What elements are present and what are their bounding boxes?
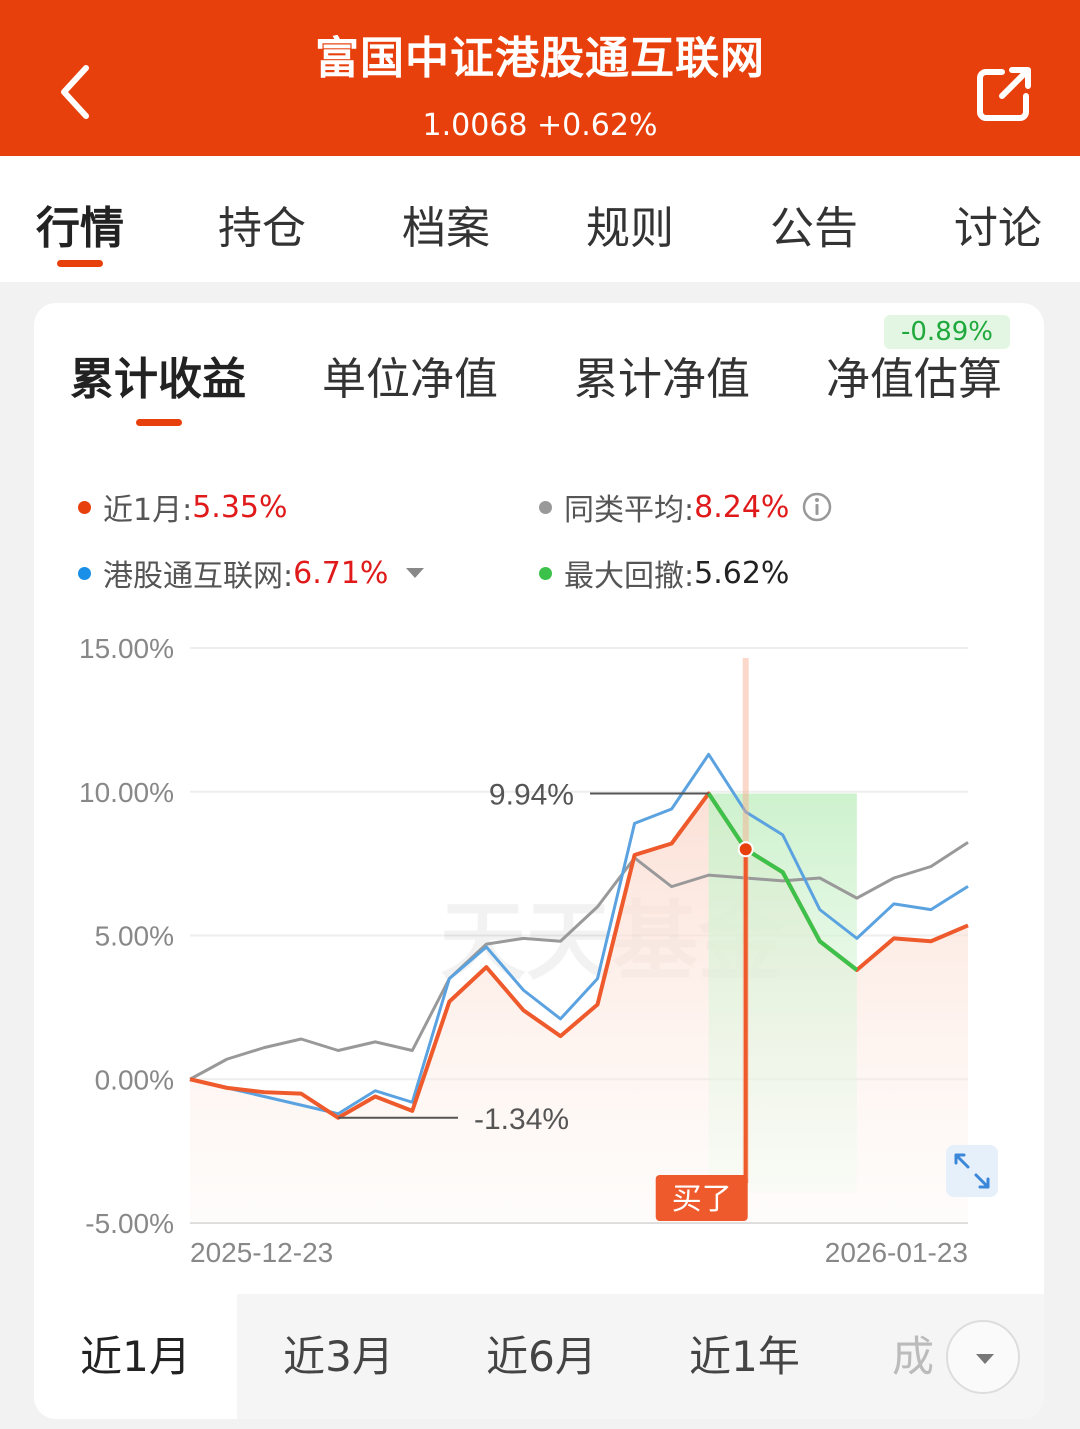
tab-profile[interactable]: 档案	[402, 203, 490, 254]
y-tick-label: 15.00%	[79, 633, 174, 664]
chevron-down-icon	[976, 1354, 994, 1364]
expand-chart-button[interactable]	[946, 1145, 998, 1197]
top-bar: 富国中证港股通互联网 1.0068 +0.62%	[0, 0, 1080, 156]
main-tabs: 行情 持仓 档案 规则 公告 讨论	[0, 156, 1080, 282]
y-tick-label: -5.00%	[85, 1208, 174, 1239]
subtab-cumulative-return[interactable]: 累计收益	[70, 354, 246, 405]
info-icon[interactable]	[801, 491, 833, 523]
y-tick-label: 0.00%	[95, 1064, 174, 1095]
subtab-unit-nav[interactable]: 单位净值	[322, 354, 498, 405]
legend-dot	[539, 500, 552, 514]
legend-fund-label: 近1月:	[103, 493, 193, 528]
tab-market[interactable]: 行情	[36, 203, 124, 254]
period-6m[interactable]: 近6月	[486, 1332, 597, 1381]
legend-drawdown-label: 最大回撤:	[564, 559, 695, 594]
tab-indicator	[57, 260, 103, 267]
chart-card: 累计收益 单位净值 累计净值 净值估算 -0.89% 近1月: 5.35% 同类…	[34, 303, 1044, 1419]
buy-marker[interactable]	[655, 1175, 748, 1221]
period-selector: 近1月 近3月 近6月 近1年 成	[34, 1294, 1044, 1419]
more-periods-button[interactable]	[946, 1320, 1020, 1394]
buy-marker-label: 买了	[672, 1182, 732, 1217]
estimate-badge: -0.89%	[884, 315, 1010, 349]
y-axis: 15.00% 10.00% 5.00% 0.00% -5.00%	[79, 633, 174, 1239]
chevron-down-icon[interactable]	[406, 568, 425, 578]
share-icon	[977, 67, 1031, 121]
legend-peer-label: 同类平均:	[564, 493, 695, 528]
legend-drawdown: 最大回撤: 5.62%	[539, 551, 789, 595]
legend-dot	[78, 566, 91, 580]
buy-point	[737, 841, 754, 858]
series-line-1	[189, 841, 969, 1081]
expand-icon	[954, 1153, 990, 1189]
tab-rules[interactable]: 规则	[586, 203, 674, 254]
subtab-cumulative-nav[interactable]: 累计净值	[574, 354, 750, 405]
period-since-inception[interactable]: 成	[892, 1332, 935, 1381]
x-end-label: 2026-01-23	[825, 1237, 968, 1268]
x-start-label: 2025-12-23	[190, 1237, 333, 1268]
series-line-2	[189, 752, 969, 1116]
subtab-indicator	[136, 419, 182, 426]
legend-fund: 近1月: 5.35%	[78, 485, 288, 529]
tab-discussion[interactable]: 讨论	[954, 203, 1042, 254]
legend-drawdown-value: 5.62%	[694, 555, 790, 591]
max-annotation-label: 9.94%	[489, 778, 574, 811]
legend-dot	[78, 500, 91, 514]
legend-fund-value: 5.35%	[192, 489, 288, 525]
legend-index[interactable]: 港股通互联网: 6.71%	[78, 551, 425, 595]
legend-peer: 同类平均: 8.24%	[539, 485, 833, 529]
page-title: 富国中证港股通互联网	[315, 33, 765, 84]
tab-holdings[interactable]: 持仓	[218, 203, 306, 254]
min-annotation-label: -1.34%	[474, 1103, 569, 1136]
share-button[interactable]	[968, 58, 1040, 130]
legend-index-value: 6.71%	[293, 555, 389, 591]
period-3m[interactable]: 近3月	[283, 1332, 394, 1381]
nav-change-text: 1.0068 +0.62%	[422, 108, 658, 143]
period-1y[interactable]: 近1年	[689, 1332, 800, 1381]
return-chart[interactable]: 15.00%10.00%5.00%0.00%-5.00% 天天基金 9.94% …	[34, 303, 1044, 1293]
subtab-nav-estimate[interactable]: 净值估算	[826, 354, 1002, 405]
drawdown-line	[707, 792, 859, 972]
legend-peer-value: 8.24%	[694, 489, 790, 525]
back-button[interactable]	[48, 52, 108, 132]
y-tick-label: 5.00%	[95, 921, 174, 952]
tab-announcements[interactable]: 公告	[770, 203, 858, 254]
drawdown-band	[708, 793, 857, 1193]
y-tick-label: 10.00%	[79, 777, 174, 808]
legend-index-label: 港股通互联网:	[103, 559, 294, 594]
legend-dot	[539, 566, 552, 580]
chevron-left-icon	[61, 65, 89, 119]
period-1m[interactable]: 近1月	[34, 1294, 237, 1419]
